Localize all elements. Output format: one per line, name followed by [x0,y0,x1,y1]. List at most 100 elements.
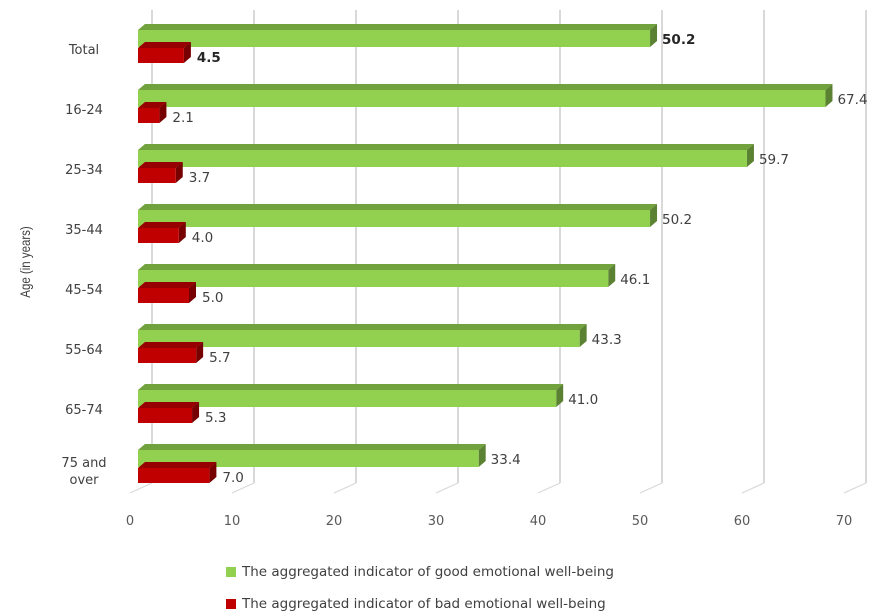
bar-bad-top [138,42,191,48]
bar-bad [138,162,183,183]
bar-good-side [579,324,587,347]
bar-good-front [138,210,651,227]
bar-bad-top [138,342,204,348]
bar-good-top [138,384,564,390]
bar-good-front [138,330,580,347]
category-label: 35-44 [65,223,103,238]
category-label: 16-24 [65,103,103,118]
bar-bad [138,102,167,123]
x-axis-ticks: 0 10 20 30 40 50 60 70 [126,514,852,529]
data-label-good: 59.7 [759,152,789,168]
data-label-good: 50.2 [662,212,692,228]
gridlines [129,10,867,494]
gridline-floor [639,482,663,494]
bar-bad-front [138,168,176,183]
bar-bad-front [138,468,210,483]
bar-good [138,24,658,47]
bar-bad [138,222,186,243]
gridline-floor [741,482,765,494]
gridline-floor [129,482,153,494]
legend-swatch-bad [226,599,236,609]
bar-bad-front [138,228,179,243]
legend-bad: The aggregated indicator of bad emotiona… [226,596,606,612]
bar-bad-side [178,222,186,243]
bar-bad-side [209,462,217,483]
bar-good-side [608,264,616,287]
bar-good-side [825,84,833,107]
gridline-floor [231,482,255,494]
bar-bad-top [138,402,200,408]
category-label-line: 35-44 [65,223,103,238]
legend-swatch-good [226,567,236,577]
bar-bad-top [138,102,167,108]
category-label-line: 45-54 [65,283,103,298]
category-label-line: 75 and [61,456,106,471]
bar-good-top [138,444,486,450]
bar-bad-side [183,42,191,63]
bar-bad [138,342,204,363]
bar-good-top [138,144,754,150]
bar-bad [138,42,191,63]
gridline-floor [435,482,459,494]
data-label-bad: 5.3 [205,410,226,426]
data-label-bad: 7.0 [222,470,243,486]
bar-bad-side [192,402,200,423]
category-label: 65-74 [65,403,103,418]
gridline-floor [333,482,357,494]
legend-label-good: The aggregated indicator of good emotion… [242,564,615,580]
bar-good [138,444,486,467]
data-label-bad: 4.5 [197,50,221,66]
x-tick-label: 50 [632,514,649,529]
bar-good-top [138,204,658,210]
category-label-line: 16-24 [65,103,103,118]
bar-good-top [138,264,616,270]
category-label: 55-64 [65,343,103,358]
bar-bad-side [159,102,167,123]
data-label-bad: 3.7 [189,170,210,186]
gridline-floor [843,482,867,494]
data-label-good: 46.1 [620,272,650,288]
bar-bad-side [189,282,196,303]
bar-good-front [138,90,826,107]
data-labels: 50.2 4.5 67.4 2.1 59.7 3.7 50.2 4.0 46.1 5.0 43.3 5… [172,32,867,486]
bar-good [138,204,658,227]
y-axis-title: Age (in years) [17,226,33,297]
bar-good [138,324,587,347]
bar-bad-top [138,282,196,288]
bar-good-front [138,30,651,47]
category-label-line: 55-64 [65,343,103,358]
bar-good-front [138,390,557,407]
category-label-line: 65-74 [65,403,103,418]
x-tick-label: 30 [428,514,445,529]
bar-bad-top [138,462,217,468]
category-label: Total [68,43,99,58]
data-label-good: 50.2 [662,32,695,48]
x-tick-label: 0 [126,514,134,529]
bar-bad-front [138,108,160,123]
bar-bad-top [138,162,183,168]
category-labels: Total 16-24 25-34 35-44 45-54 55-64 65-74 75 an… [61,43,106,488]
bar-good-side [650,24,658,47]
x-tick-label: 40 [530,514,547,529]
bar-bad-front [138,348,197,363]
x-tick-label: 20 [326,514,343,529]
bar-bad-front [138,288,189,303]
data-label-good: 41.0 [568,392,598,408]
bar-bad-top [138,222,186,228]
bar-bad-front [138,408,193,423]
category-label: 45-54 [65,283,103,298]
bar-bad [138,462,217,483]
bar-good [138,264,616,287]
data-label-bad: 5.0 [202,290,223,306]
bar-good-top [138,84,833,90]
x-tick-label: 70 [836,514,853,529]
data-label-bad: 2.1 [172,110,193,126]
bar-good-side [746,144,754,167]
bar-good-front [138,450,479,467]
x-tick-label: 60 [734,514,751,529]
bar-good-side [556,384,564,407]
data-label-good: 33.4 [491,452,521,468]
category-label-line: 25-34 [65,163,103,178]
bar-good-front [138,270,609,287]
x-tick-label: 10 [224,514,241,529]
